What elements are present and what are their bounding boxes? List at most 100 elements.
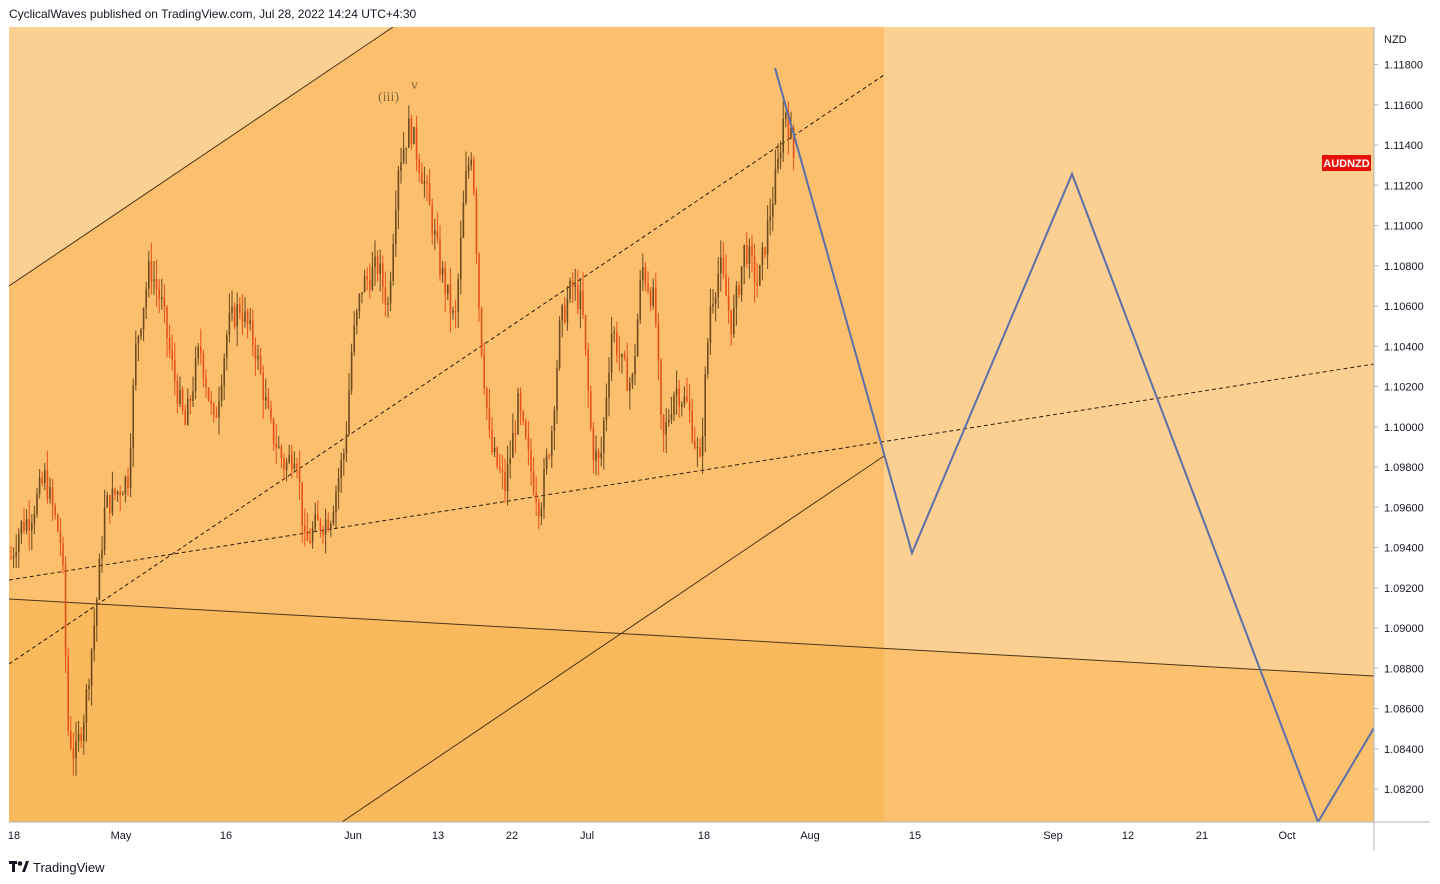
candle-body — [223, 357, 225, 386]
candle-body — [566, 299, 569, 323]
candle-body — [512, 433, 514, 458]
candle-body — [189, 398, 192, 401]
candle-body — [584, 315, 587, 350]
price-tick-label: 1.09000 — [1384, 623, 1424, 635]
candle-body — [738, 285, 740, 295]
candle-body — [603, 420, 605, 453]
candle-body — [137, 336, 140, 344]
candle-body — [293, 463, 296, 469]
candle-body — [577, 284, 579, 309]
candle-body — [457, 279, 459, 312]
candle-body — [166, 306, 168, 338]
time-tick-label: 18 — [8, 830, 20, 842]
candle-body — [371, 267, 374, 290]
candle-body — [353, 325, 355, 353]
candle-body — [452, 310, 454, 313]
candle-body — [205, 377, 207, 388]
candle-body — [356, 310, 358, 326]
currency-label: NZD — [1384, 34, 1407, 46]
candle-body — [285, 462, 288, 470]
candle-body — [109, 495, 111, 513]
candle-body — [161, 297, 163, 299]
candle-body — [114, 488, 116, 495]
candle-body — [538, 502, 540, 517]
candle-body — [77, 733, 80, 741]
candle-body — [111, 488, 114, 513]
candle-body — [608, 372, 610, 398]
candle-body — [59, 531, 62, 544]
time-tick-label: Sep — [1043, 830, 1063, 842]
candle-body — [571, 280, 574, 287]
candle-body — [72, 748, 75, 759]
candle-body — [699, 447, 701, 457]
candle-body — [519, 392, 522, 412]
candle-body — [475, 193, 478, 254]
dashed-trendline-shallow — [9, 363, 1374, 581]
candle-body — [530, 449, 532, 472]
candle-body — [761, 247, 764, 266]
candle-body — [304, 525, 306, 532]
candle-body — [241, 312, 244, 323]
candle-body — [220, 385, 223, 402]
candle-body — [231, 306, 233, 313]
candle-body — [766, 220, 769, 255]
candle-body — [200, 346, 202, 354]
candle-body — [681, 404, 683, 407]
candle-body — [616, 331, 618, 355]
candle-body — [254, 344, 257, 359]
time-tick-label: Oct — [1278, 830, 1295, 842]
time-tick-label: May — [111, 830, 132, 842]
candle-body — [15, 551, 17, 557]
candle-body — [722, 257, 725, 275]
candle-body — [155, 279, 158, 290]
price-axis[interactable]: 1.11800 1.11600 1.11400 1.11200 1.11000 1.108… — [1374, 60, 1424, 797]
candle-body — [415, 126, 418, 160]
candle-body — [392, 244, 394, 281]
candle-body — [215, 414, 218, 418]
candle-body — [785, 113, 787, 119]
candle-body — [249, 320, 251, 324]
candle-body — [38, 477, 41, 494]
candle-body — [330, 523, 332, 531]
price-tick-label: 1.11600 — [1384, 100, 1423, 112]
candle-body — [686, 396, 688, 402]
candle-body — [317, 514, 319, 521]
candle-body — [181, 389, 184, 411]
candle-body — [525, 420, 527, 438]
candle-body — [543, 469, 545, 509]
candle-body — [696, 447, 699, 449]
candle-body — [267, 397, 270, 408]
candle-body — [246, 311, 249, 324]
candle-body — [374, 256, 376, 268]
candle-body — [369, 279, 371, 290]
candle-body — [153, 279, 155, 282]
candle-body — [298, 469, 301, 483]
candle-body — [460, 237, 462, 280]
candle-body — [545, 455, 548, 470]
candle-body — [324, 519, 327, 535]
time-axis[interactable]: 18 May 16 Jun 13 22 Jul 18 Aug 15 Sep 12 21 Oct — [8, 830, 1296, 842]
candle-body — [421, 172, 423, 184]
candle-body — [116, 491, 119, 495]
price-tick-label: 1.10600 — [1384, 301, 1424, 313]
candle-body — [694, 441, 696, 448]
candle-body — [168, 337, 171, 351]
candle-body — [551, 430, 553, 457]
candle-body — [626, 358, 628, 391]
candle-body — [265, 397, 267, 401]
candle-body — [423, 181, 426, 184]
candle-body — [335, 491, 337, 513]
candle-body — [90, 649, 93, 686]
candle-body — [122, 494, 124, 496]
tradingview-footer[interactable]: TradingView — [9, 858, 105, 876]
candle-body — [569, 280, 571, 300]
candle-body — [561, 305, 563, 321]
symbol-badge: AUDNZD — [1322, 155, 1371, 171]
price-tick-label: 1.08400 — [1384, 744, 1424, 756]
time-tick-label: 16 — [220, 830, 232, 842]
candle-body — [527, 437, 530, 450]
channel-lower-line — [341, 455, 885, 822]
time-tick-label: Aug — [800, 830, 820, 842]
candle-body — [309, 540, 311, 543]
